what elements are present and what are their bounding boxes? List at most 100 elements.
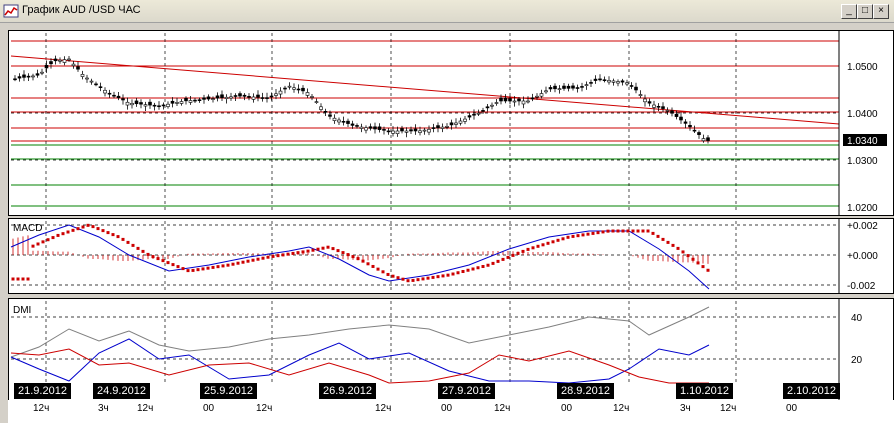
candle-body (526, 100, 530, 103)
candle-body (233, 95, 238, 97)
signal-dot (396, 276, 400, 280)
candle-body (589, 82, 593, 84)
signal-dot (66, 230, 70, 234)
candle-body (260, 97, 265, 99)
candle-body (292, 87, 296, 90)
signal-dot (156, 257, 160, 261)
candle-body (179, 101, 184, 104)
candle-body (413, 128, 418, 132)
hour-label: 00 (441, 403, 453, 414)
signal-dot (481, 265, 485, 268)
candle-body (283, 87, 287, 90)
candle-body (377, 126, 382, 130)
signal-dot (11, 277, 15, 281)
candle-body (355, 125, 359, 127)
candle-body (521, 100, 526, 105)
candle-body (476, 112, 481, 115)
date-label: 21.9.2012 (14, 383, 71, 399)
candle-body (89, 80, 94, 83)
signal-dot (581, 233, 585, 237)
signal-dot (111, 233, 115, 237)
current-price-label: 1.0340 (847, 136, 878, 147)
candle-body (314, 101, 319, 103)
signal-dot (566, 235, 570, 239)
signal-dot (666, 240, 670, 244)
signal-dot (476, 266, 480, 270)
candle-body (94, 83, 98, 86)
candle-body (490, 104, 494, 107)
signal-dot (656, 234, 660, 238)
signal-dot (351, 255, 355, 259)
signal-dot (411, 278, 415, 282)
signal-dot (86, 223, 90, 227)
price-axis-label: 1.0300 (847, 156, 878, 167)
macd-chart-svg: MACD +0.002 +0.000 -0.002 (10, 219, 878, 293)
signal-dot (106, 231, 110, 235)
macd-axis-label: -0.002 (847, 281, 876, 292)
candle-body (193, 99, 197, 102)
signal-dot (146, 252, 150, 256)
candle-body (544, 90, 548, 93)
candle-body (76, 66, 80, 70)
dmi-minus-line (10, 348, 709, 384)
candle-body (454, 122, 458, 125)
candle-body (701, 138, 706, 142)
candle-body (562, 85, 566, 89)
close-button[interactable]: × (873, 4, 889, 19)
signal-dot (676, 246, 680, 250)
signal-dot (76, 227, 80, 231)
candle-body (535, 95, 539, 98)
candle-body (170, 100, 175, 104)
hour-label: 00 (203, 403, 215, 414)
hour-label: 00 (561, 403, 573, 414)
signal-dot (206, 266, 210, 270)
date-label: 26.9.2012 (319, 383, 376, 399)
candle-body (49, 61, 53, 65)
candle-body (602, 79, 607, 82)
signal-dot (91, 225, 95, 229)
candle-body (683, 121, 688, 124)
macd-panel[interactable]: MACD +0.002 +0.000 -0.002 (8, 218, 894, 294)
signal-dot (201, 267, 205, 271)
signal-dot (246, 259, 250, 263)
candle-body (472, 113, 476, 116)
signal-dot (696, 261, 700, 265)
signal-dot (381, 270, 385, 274)
candle-body (107, 92, 112, 95)
hour-label: 12ч (613, 403, 630, 414)
window-titlebar[interactable]: График AUD /USD ЧАС _ □ × (0, 0, 894, 23)
maximize-button[interactable]: □ (857, 4, 873, 19)
signal-dot (626, 229, 630, 233)
candle-body (265, 97, 269, 99)
signal-dot (671, 243, 675, 247)
candle-body (148, 101, 152, 106)
signal-dot (21, 277, 25, 281)
signal-dot (551, 240, 555, 244)
candle-body (17, 76, 22, 79)
hour-label: 12ч (33, 403, 50, 414)
signal-dot (436, 275, 440, 279)
signal-dot (276, 254, 280, 258)
candle-body (112, 94, 116, 97)
candle-body (40, 71, 44, 74)
candle-body (220, 94, 224, 98)
signal-dot (181, 267, 185, 271)
candle-body (152, 104, 157, 107)
candle-body (337, 119, 341, 123)
candle-body (256, 94, 260, 98)
signal-dot (386, 272, 390, 276)
signal-dot (191, 268, 195, 272)
signal-dot (446, 273, 450, 277)
hour-label: 12ч (256, 403, 273, 414)
signal-dot (336, 249, 340, 253)
signal-dot (596, 231, 600, 235)
signal-dot (651, 231, 655, 235)
signal-dot (176, 265, 180, 269)
signal-dot (441, 274, 445, 278)
minimize-button[interactable]: _ (841, 4, 857, 19)
candle-body (98, 86, 103, 88)
candle-body (661, 106, 665, 109)
candle-body (616, 81, 620, 84)
price-chart-panel[interactable]: 1.0500 1.0400 1.0340 1.0300 1.0200 (8, 30, 894, 216)
candle-body (481, 110, 485, 112)
